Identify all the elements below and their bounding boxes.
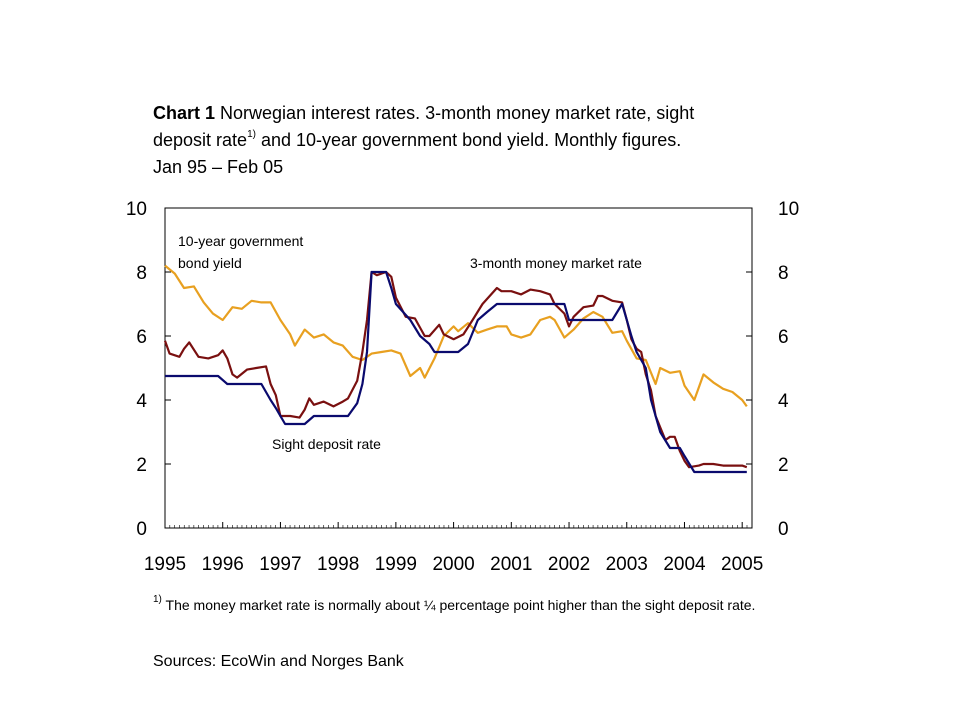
chart-axes: 0 2 4 6 8 10 0 2 4 6 8 10 1995 1996 1997 1998 1999 2000 20… xyxy=(126,199,799,575)
footnote: 1) The money market rate is normally abo… xyxy=(153,594,773,617)
x-tick-label: 1996 xyxy=(202,554,244,575)
title-line2b: and 10-year government bond yield. Month… xyxy=(255,130,682,150)
title-line1: Norwegian interest rates. 3-month money … xyxy=(220,103,695,123)
y-tick-label-left: 10 xyxy=(126,199,147,220)
y-tick-label-right: 6 xyxy=(778,327,789,348)
money-market-rate-line xyxy=(163,270,748,469)
chart-label: Chart 1 xyxy=(153,103,216,123)
footnote-text: The money market rate is normally about … xyxy=(161,597,756,613)
sources: Sources: EcoWin and Norges Bank xyxy=(153,653,404,670)
x-tick-label: 2004 xyxy=(663,554,706,575)
x-tick-label: 1995 xyxy=(144,554,186,575)
x-tick-label: 2002 xyxy=(548,554,590,575)
x-tick-label: 1999 xyxy=(375,554,417,575)
chart-labels: 10-year government bond yield 3-month mone… xyxy=(178,233,642,452)
bond-annotation-line2: bond yield xyxy=(178,255,242,271)
sight-deposit-rate-line xyxy=(165,270,747,474)
x-tick-label: 2005 xyxy=(721,554,763,575)
bond-yield-line xyxy=(164,264,748,408)
x-tick-label: 1998 xyxy=(317,554,359,575)
title-superscript: 1) xyxy=(247,129,256,140)
y-tick-label-right: 0 xyxy=(778,519,789,540)
y-tick-label-left: 8 xyxy=(136,263,147,284)
y-tick-label-left: 0 xyxy=(136,519,147,540)
y-tick-label-right: 2 xyxy=(778,455,789,476)
footnote-marker: 1) xyxy=(153,594,162,606)
y-tick-label-right: 8 xyxy=(778,263,789,284)
y-tick-label-left: 4 xyxy=(136,391,147,412)
y-tick-label-right: 4 xyxy=(778,391,789,412)
y-tick-label-left: 2 xyxy=(136,455,147,476)
y-tick-label-right: 10 xyxy=(778,199,799,220)
title-line3: Jan 95 – Feb 05 xyxy=(153,157,284,177)
sight-annotation: Sight deposit rate xyxy=(272,436,381,452)
x-tick-label: 1997 xyxy=(259,554,301,575)
x-tick-label: 2000 xyxy=(432,554,474,575)
money-annotation: 3-month money market rate xyxy=(470,255,642,271)
y-tick-label-left: 6 xyxy=(136,327,147,348)
x-tick-label: 2003 xyxy=(606,554,648,575)
chart-series xyxy=(163,264,748,474)
title-line2a: deposit rate xyxy=(153,130,248,150)
chart-title: Chart 1 Norwegian interest rates. 3-mont… xyxy=(153,100,793,181)
bond-annotation-line1: 10-year government xyxy=(178,233,303,249)
x-tick-label: 2001 xyxy=(490,554,532,575)
